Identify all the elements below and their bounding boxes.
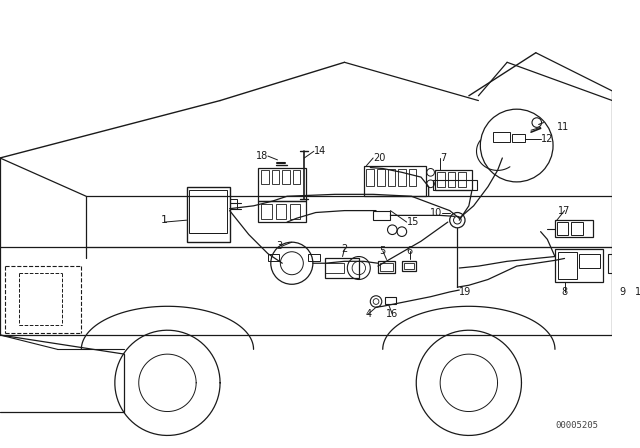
Bar xyxy=(607,254,619,273)
Text: 5: 5 xyxy=(380,246,386,256)
Bar xyxy=(230,199,237,209)
Bar xyxy=(458,172,466,187)
Text: 18: 18 xyxy=(255,151,268,161)
Bar xyxy=(572,222,582,236)
Bar xyxy=(408,168,416,186)
Bar xyxy=(189,190,227,233)
Bar xyxy=(557,222,568,236)
Bar xyxy=(364,166,426,196)
Text: 4: 4 xyxy=(365,309,371,319)
Bar xyxy=(558,252,577,279)
Bar xyxy=(448,172,456,187)
Text: 16: 16 xyxy=(386,309,399,319)
Bar xyxy=(261,204,272,219)
Text: 19: 19 xyxy=(460,287,472,297)
Text: 8: 8 xyxy=(561,287,568,297)
Text: 9: 9 xyxy=(619,287,625,297)
Bar xyxy=(404,263,414,269)
Bar xyxy=(380,263,393,271)
Text: 2: 2 xyxy=(341,244,348,254)
Text: 15: 15 xyxy=(406,217,419,227)
Bar xyxy=(493,132,510,142)
Bar xyxy=(259,201,306,222)
Text: 11: 11 xyxy=(557,122,569,132)
Bar xyxy=(435,170,472,190)
Text: 7: 7 xyxy=(440,153,446,163)
Text: 20: 20 xyxy=(373,153,385,163)
Bar xyxy=(282,170,290,184)
Bar xyxy=(308,254,319,261)
Bar xyxy=(387,168,395,186)
Bar xyxy=(433,180,477,190)
Bar xyxy=(512,134,525,142)
Bar xyxy=(378,261,395,273)
Bar xyxy=(555,220,593,237)
Bar xyxy=(276,204,286,219)
Bar xyxy=(377,168,385,186)
Bar xyxy=(373,211,390,220)
Bar xyxy=(402,261,416,271)
Text: 10: 10 xyxy=(430,208,442,219)
Bar xyxy=(290,204,300,219)
Bar xyxy=(292,170,300,184)
Text: 3: 3 xyxy=(276,241,282,251)
Bar xyxy=(579,254,600,268)
Bar xyxy=(437,172,445,187)
Text: 1: 1 xyxy=(161,215,168,225)
Text: 6: 6 xyxy=(406,246,413,256)
Bar xyxy=(630,254,639,273)
Text: 13: 13 xyxy=(635,287,640,297)
Bar xyxy=(268,254,280,261)
Bar xyxy=(325,258,359,278)
Text: 00005205: 00005205 xyxy=(555,422,598,431)
Bar xyxy=(385,297,396,304)
Bar xyxy=(259,168,306,201)
Bar xyxy=(261,170,269,184)
Bar xyxy=(555,249,603,282)
Text: 12: 12 xyxy=(541,134,553,144)
Bar xyxy=(367,168,374,186)
Text: 17: 17 xyxy=(558,206,571,215)
Bar xyxy=(187,187,230,242)
Bar xyxy=(325,263,344,273)
Text: 14: 14 xyxy=(314,146,326,156)
Bar xyxy=(398,168,406,186)
Bar xyxy=(272,170,280,184)
